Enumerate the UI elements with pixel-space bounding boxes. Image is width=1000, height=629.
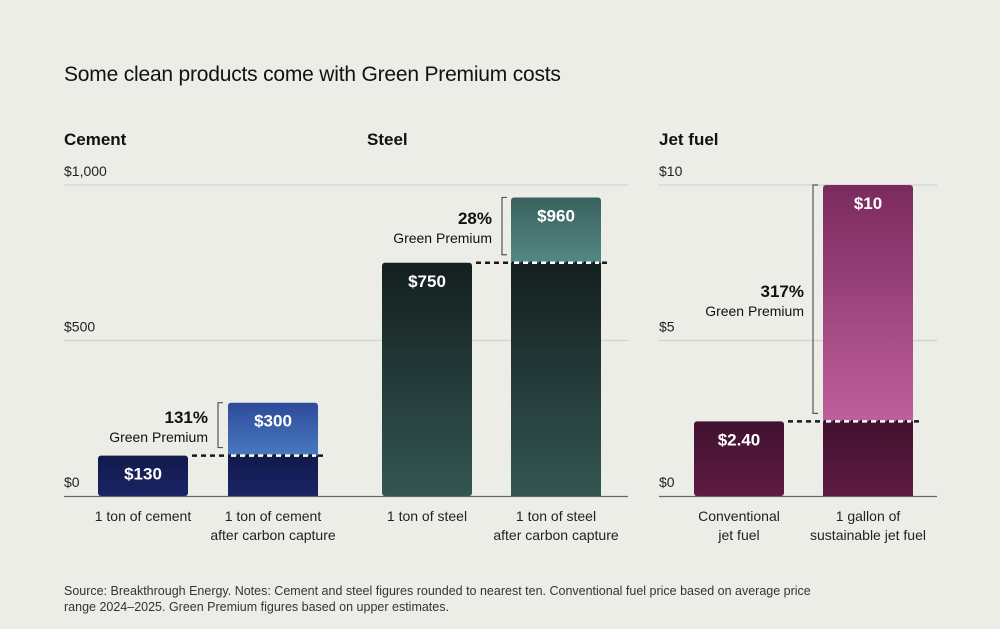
bar-value-label-steel: $960 — [537, 206, 575, 225]
premium-label-steel: Green Premium — [393, 230, 492, 246]
x-category-label-steel: 1 ton of steel — [387, 508, 467, 524]
premium-percent-jet-fuel: 317% — [761, 282, 804, 301]
y-tick-label-jet-fuel: $5 — [659, 319, 675, 335]
y-tick-label-jet-fuel: $10 — [659, 163, 683, 179]
section-title-jet-fuel: Jet fuel — [659, 130, 719, 149]
x-category-label-jet-fuel: jet fuel — [717, 527, 759, 543]
y-tick-label-cement: $0 — [64, 474, 80, 490]
bar-steel-premium-segment — [511, 197, 601, 266]
premium-percent-steel: 28% — [458, 209, 492, 228]
x-category-label-jet-fuel: sustainable jet fuel — [810, 527, 926, 543]
x-category-label-cement: 1 ton of cement — [95, 508, 192, 524]
section-title-steel: Steel — [367, 130, 408, 149]
source-note: Source: Breakthrough Energy. Notes: Ceme… — [64, 584, 811, 614]
bar-steel-conventional — [382, 262, 472, 496]
bar-value-label-cement: $130 — [124, 465, 162, 484]
x-category-label-steel: 1 ton of steel — [516, 508, 596, 524]
bar-jet-fuel-base-segment — [823, 421, 913, 496]
y-tick-label-jet-fuel: $0 — [659, 474, 675, 490]
bar-value-label-jet-fuel: $2.40 — [718, 430, 761, 449]
bar-jet-fuel-premium-segment — [823, 185, 913, 425]
y-tick-label-cement: $1,000 — [64, 163, 107, 179]
x-category-label-steel: after carbon capture — [493, 527, 619, 543]
bar-cement-premium-segment — [228, 402, 318, 459]
bar-cement-base-segment — [228, 455, 318, 496]
bar-value-label-cement: $300 — [254, 412, 292, 431]
premium-bracket-cement — [217, 402, 223, 449]
bar-cement-conventional — [98, 455, 188, 496]
bar-jet-fuel-conventional — [694, 421, 784, 496]
premium-label-jet-fuel: Green Premium — [705, 303, 804, 319]
bar-steel-base-segment — [511, 262, 601, 496]
x-category-label-cement: after carbon capture — [210, 527, 336, 543]
y-tick-label-cement: $500 — [64, 319, 95, 335]
x-category-label-jet-fuel: 1 gallon of — [836, 508, 901, 524]
premium-bracket-steel — [501, 196, 507, 256]
premium-percent-cement: 131% — [165, 408, 208, 427]
x-category-label-jet-fuel: Conventional — [698, 508, 780, 524]
bar-value-label-jet-fuel: $10 — [854, 194, 882, 213]
section-title-cement: Cement — [64, 130, 127, 149]
bar-value-label-steel: $750 — [408, 272, 446, 291]
chart-title: Some clean products come with Green Prem… — [64, 63, 561, 86]
x-category-label-cement: 1 ton of cement — [225, 508, 322, 524]
premium-bracket-jet-fuel — [812, 184, 818, 414]
premium-label-cement: Green Premium — [109, 429, 208, 445]
